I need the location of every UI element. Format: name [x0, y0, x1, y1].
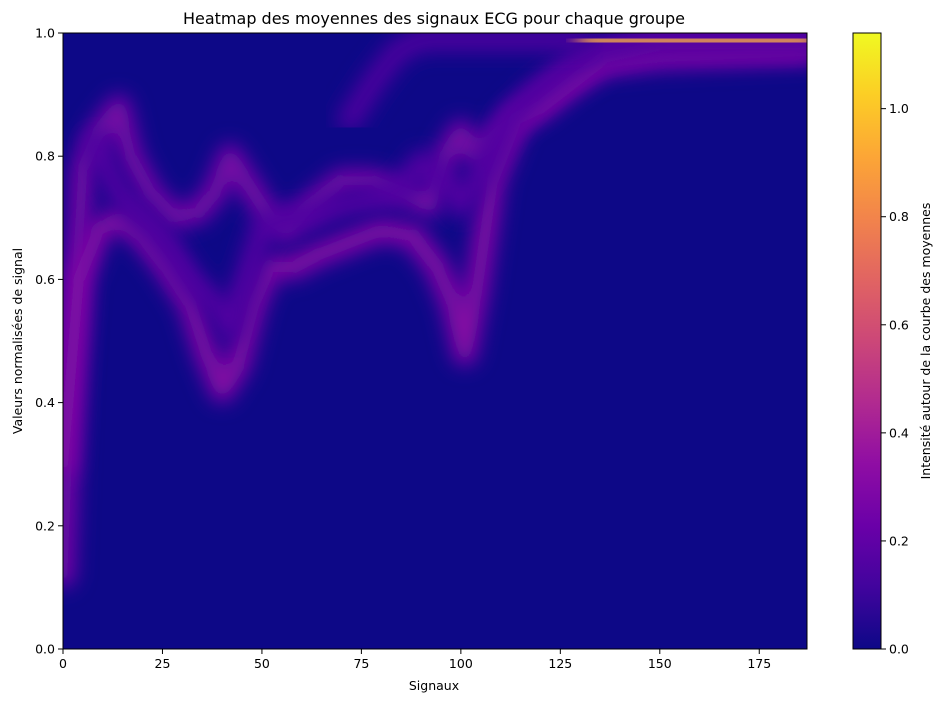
heatmap-band-4 [334, 33, 596, 135]
x-tick-label: 50 [254, 656, 270, 671]
x-tick-label: 25 [155, 656, 171, 671]
x-tick-label: 75 [353, 656, 369, 671]
plot-area [62, 32, 808, 650]
x-tick-label: 175 [747, 656, 771, 671]
x-tick-label: 150 [648, 656, 672, 671]
heatmap-background [63, 33, 807, 649]
colorbar-tick-label: 0.4 [889, 425, 909, 440]
colorbar-label: Intensité autour de la courbe des moyenn… [918, 203, 933, 480]
x-tick-label: 0 [59, 656, 67, 671]
colorbar-gradient [852, 32, 882, 650]
x-axis: 0 25 50 75 100 125 150 175 [59, 649, 771, 671]
colorbar-tick-label: 0.0 [889, 642, 909, 657]
colorbar-tick-label: 1.0 [889, 101, 909, 116]
x-axis-label: Signaux [409, 678, 459, 693]
colorbar-tick-label: 0.2 [889, 533, 909, 548]
y-tick-label: 0.8 [35, 149, 55, 164]
y-tick-label: 1.0 [35, 26, 55, 41]
y-tick-label: 0.6 [35, 272, 55, 287]
plot-frame [62, 32, 808, 650]
y-tick-label: 0.4 [35, 395, 55, 410]
x-tick-label: 100 [449, 656, 473, 671]
colorbar-tick-label: 0.6 [889, 317, 909, 332]
y-tick-label: 0.2 [35, 518, 55, 533]
x-tick-label: 125 [548, 656, 572, 671]
chart-title: Heatmap des moyennes des signaux ECG pou… [183, 9, 685, 28]
heatmap-band-3 [79, 33, 807, 344]
y-axis: 0.0 0.2 0.4 0.6 0.8 1.0 [35, 26, 63, 657]
y-tick-label: 0.0 [35, 642, 55, 657]
y-axis-label: Valeurs normalisées de signal [10, 248, 25, 434]
colorbar-tick-label: 0.8 [889, 209, 909, 224]
colorbar: 0.0 0.2 0.4 0.6 0.8 1.0 Intensité autour de l… [852, 32, 933, 657]
heatmap-band-5 [573, 33, 807, 58]
